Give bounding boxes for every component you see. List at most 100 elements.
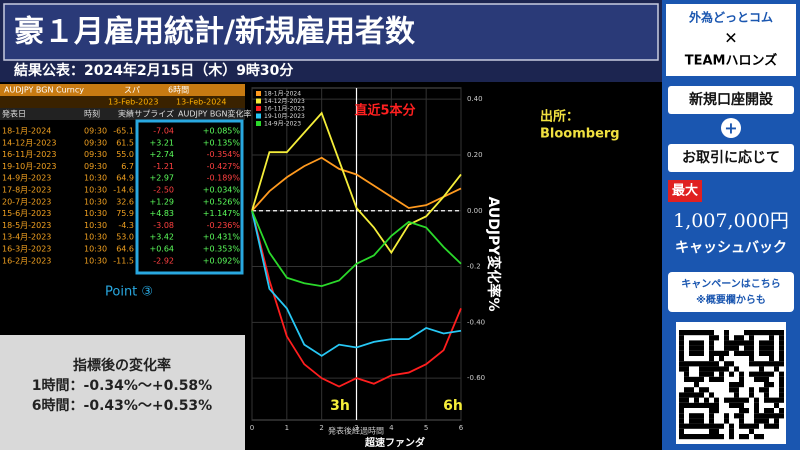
qr-module — [759, 361, 764, 367]
qr-module — [759, 350, 764, 356]
qr-module — [729, 340, 734, 346]
qr-module — [704, 434, 709, 440]
qr-module — [769, 413, 774, 419]
qr-module — [764, 392, 769, 398]
qr-module — [779, 376, 784, 382]
table-cell: 10:30 — [84, 197, 107, 206]
qr-module — [779, 340, 784, 346]
qr-module — [694, 382, 699, 388]
legend-label: 18-1月-2024 — [264, 91, 301, 98]
qr-module — [779, 413, 784, 419]
table-cell: +0.135% — [203, 138, 241, 147]
legend-label: 14-12月-2023 — [264, 98, 305, 105]
offer: 新規口座開設 — [689, 91, 774, 108]
table-cell: -11.5 — [113, 256, 134, 265]
qr-module — [704, 361, 709, 367]
campaign-box — [668, 272, 794, 312]
title-box — [3, 3, 659, 61]
qr-module — [779, 350, 784, 356]
qr-module — [704, 330, 709, 336]
table-cell: 20-7月-2023 — [2, 197, 51, 206]
qr-module — [739, 335, 744, 341]
qr-module — [754, 418, 759, 424]
qr-module — [739, 350, 744, 356]
qr-module — [724, 397, 729, 403]
qr-module — [749, 335, 754, 341]
table-cell: 14-12月-2023 — [2, 138, 57, 147]
annotation: 3h — [330, 398, 350, 414]
table-cell: -14.6 — [113, 186, 134, 195]
qr-module — [754, 423, 759, 429]
setting: 13-Feb-2023 — [108, 98, 158, 107]
table-cell: +0.64 — [149, 245, 174, 254]
table-cell: 19-10月-2023 — [2, 162, 57, 171]
qr-module — [679, 330, 684, 336]
qr-module — [779, 330, 784, 336]
qr-module — [719, 371, 724, 377]
qr-module — [734, 350, 739, 356]
partner: TEAMハロンズ — [685, 53, 778, 69]
qr-module — [684, 402, 689, 408]
table-cell: 10:30 — [84, 209, 107, 218]
qr-module — [734, 366, 739, 372]
qr-module — [679, 408, 684, 414]
table-cell: 16-2月-2023 — [2, 256, 51, 265]
qr-module — [759, 418, 764, 424]
table-cell: -0.189% — [207, 174, 241, 183]
table-cell: 09:30 — [84, 162, 107, 171]
table-cell: 18-1月-2024 — [2, 127, 51, 136]
legend-swatch — [256, 121, 261, 126]
qr-module — [694, 376, 699, 382]
qr-module — [749, 330, 754, 336]
qr-module — [739, 397, 744, 403]
qr-module — [769, 345, 774, 351]
sidebar: 外為どっとコム ✕ TEAMハロンズ 新規口座開設 + お取引に応じて 最大 1… — [662, 0, 800, 450]
qr-module — [754, 413, 759, 419]
table-cell: 10:30 — [84, 186, 107, 195]
condition: お取引に応じて — [682, 149, 780, 166]
qr-module — [679, 402, 684, 408]
qr-module — [694, 423, 699, 429]
x-tick-label: 3 — [354, 424, 358, 432]
qr-module — [769, 361, 774, 367]
qr-module — [764, 350, 769, 356]
highlight-label: Point ③ — [105, 285, 153, 300]
settings-bar — [0, 84, 245, 96]
qr-module — [774, 361, 779, 367]
qr-module — [709, 408, 714, 414]
qr-module — [719, 434, 724, 440]
qr-module — [714, 335, 719, 341]
qr-module — [774, 402, 779, 408]
qr-module — [689, 361, 694, 367]
plus: + — [724, 119, 737, 138]
qr-module — [679, 423, 684, 429]
summary-line: 6時間：-0.43%～+0.53% — [32, 397, 212, 414]
x-axis-label: 発表後経過時間 — [328, 426, 384, 436]
qr-module — [679, 428, 684, 434]
qr-module — [734, 392, 739, 398]
qr-module — [739, 382, 744, 388]
qr-module — [714, 423, 719, 429]
qr-module — [714, 366, 719, 372]
qr-module — [689, 402, 694, 408]
table-cell: 10:30 — [84, 221, 107, 230]
qr-module — [689, 340, 694, 346]
qr-module — [724, 418, 729, 424]
campaign: ※概要欄からも — [696, 293, 766, 306]
legend-swatch — [256, 98, 261, 104]
table-cell: 09:30 — [84, 150, 107, 159]
highlight-box — [135, 119, 244, 275]
table-cell: 32.6 — [116, 197, 134, 206]
qr-module — [709, 330, 714, 336]
table-cell: +0.353% — [203, 245, 241, 254]
qr-module — [759, 340, 764, 346]
qr-code — [679, 330, 784, 440]
table-cell: -0.354% — [207, 150, 241, 159]
qr-module — [679, 434, 684, 440]
qr-module — [689, 434, 694, 440]
qr-module — [699, 376, 704, 382]
qr-module — [679, 350, 684, 356]
qr-module — [779, 345, 784, 351]
qr-module — [679, 335, 684, 341]
qr-module — [729, 402, 734, 408]
